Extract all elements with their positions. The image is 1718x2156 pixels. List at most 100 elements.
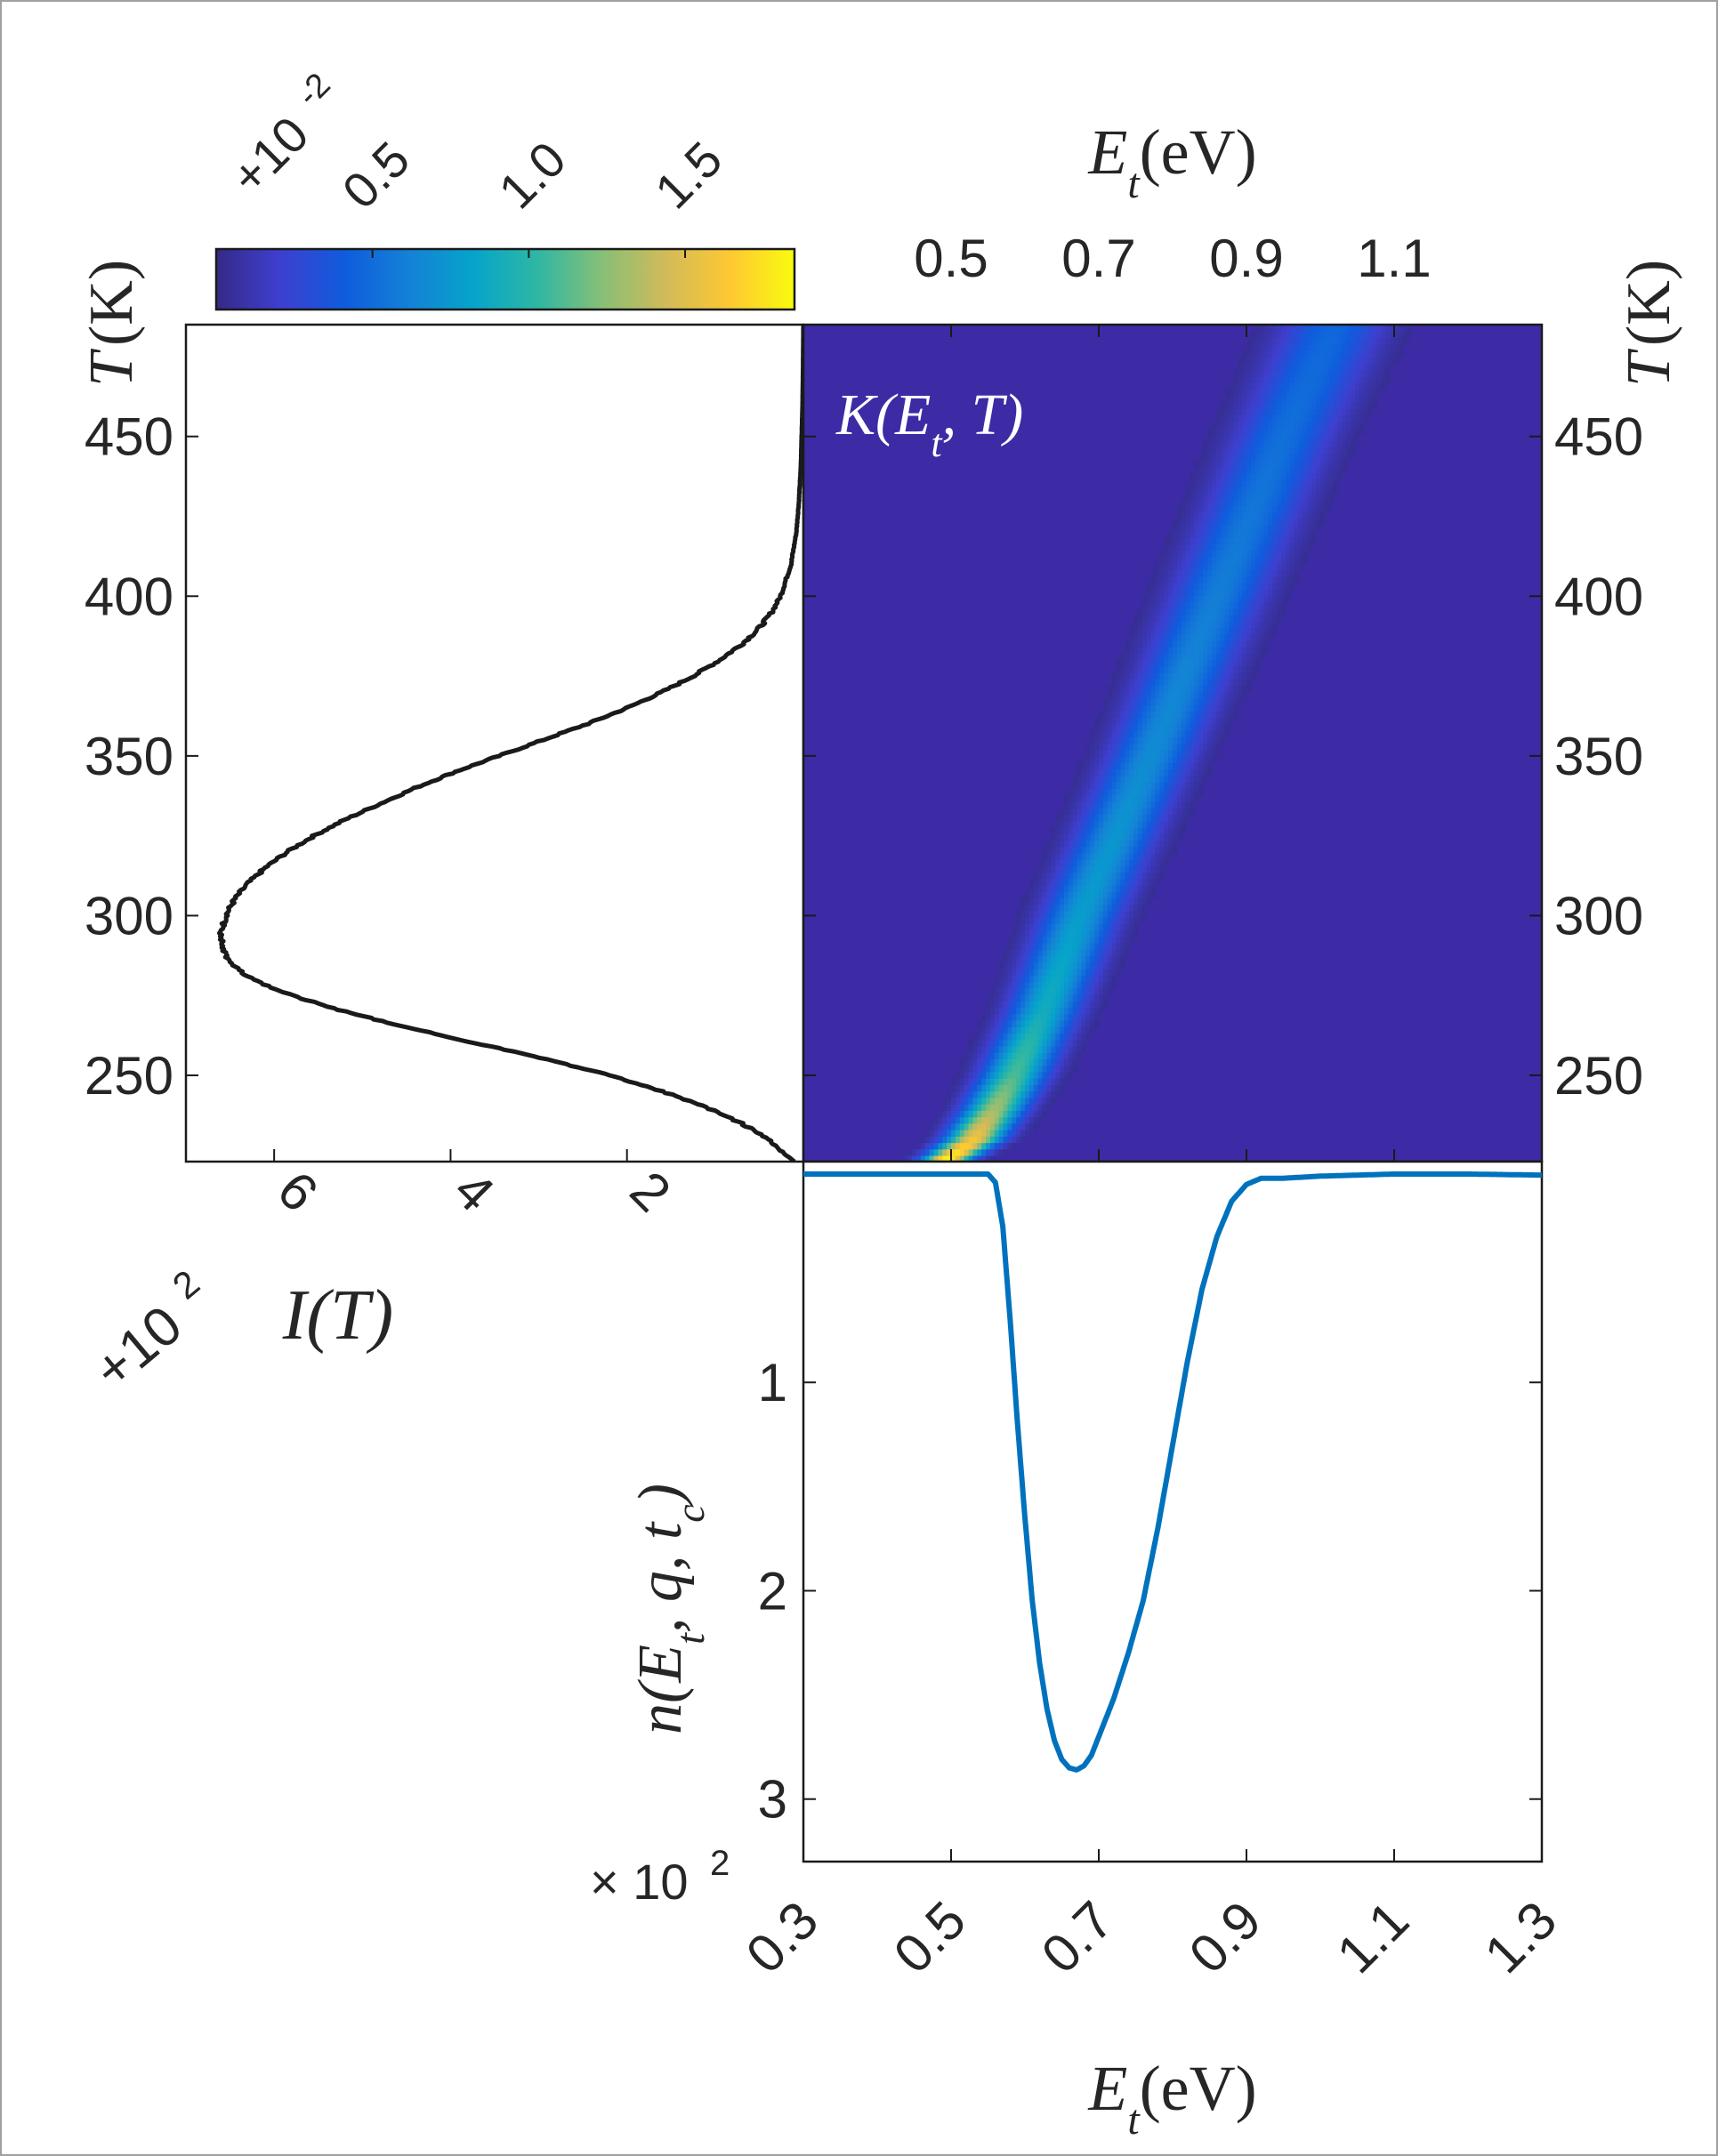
kernel-cell — [1333, 401, 1339, 409]
kernel-cell — [1259, 427, 1265, 435]
kernel-cell — [1016, 1129, 1021, 1137]
kernel-cell — [1254, 646, 1261, 654]
kernel-cell — [1102, 730, 1109, 738]
kernel-cell — [1194, 711, 1200, 719]
kernel-cell — [1233, 620, 1239, 629]
kernel-cell — [1263, 633, 1270, 641]
kernel-cell — [1042, 975, 1048, 983]
kernel-cell — [1351, 414, 1356, 422]
kernel-cell — [1125, 826, 1130, 834]
kernel-cell — [1068, 826, 1074, 834]
kernel-cell — [1272, 350, 1278, 358]
kernel-cell — [1159, 833, 1165, 841]
kernel-cell — [994, 1097, 1000, 1105]
kernel-cell — [1085, 865, 1092, 873]
kernel-cell — [1168, 582, 1174, 590]
kernel-cell — [1081, 910, 1087, 918]
kernel-cell — [1007, 1007, 1013, 1015]
kernel-cell — [1072, 794, 1078, 802]
kernel-cell — [1137, 910, 1143, 918]
kernel-cell — [1081, 840, 1087, 848]
kernel-cell — [1007, 942, 1013, 950]
kernel-cell — [1242, 640, 1247, 648]
kernel-cell — [1055, 820, 1061, 828]
kernel-cell — [1168, 569, 1174, 577]
kernel-cell — [1298, 556, 1304, 564]
kernel-cell — [1307, 382, 1313, 390]
kernel-cell — [1146, 775, 1152, 783]
kernel-cell — [1398, 331, 1404, 339]
kernel-cell — [1077, 1013, 1083, 1021]
kernel-cell — [1007, 1142, 1013, 1150]
kernel-cell — [1037, 884, 1044, 892]
kernel-cell — [1289, 460, 1295, 468]
kernel-cell — [1025, 1129, 1030, 1137]
kernel-cell — [1207, 653, 1213, 661]
kernel-cell — [1102, 936, 1109, 944]
kernel-cell — [1168, 723, 1174, 731]
kernel-cell — [1081, 878, 1087, 886]
kernel-cell — [1185, 755, 1191, 764]
kernel-cell — [951, 1084, 956, 1092]
kernel-cell — [1268, 620, 1274, 629]
kernel-cell — [1250, 614, 1256, 622]
kernel-cell — [989, 1039, 996, 1047]
kernel-cell — [1198, 518, 1204, 526]
kernel-cell — [1259, 408, 1265, 416]
kernel-cell — [1298, 414, 1304, 422]
kernel-cell — [1268, 524, 1274, 532]
kernel-cell — [1211, 524, 1217, 532]
kernel-cell — [1164, 575, 1169, 583]
kernel-cell — [1181, 640, 1187, 648]
kernel-cell — [1102, 910, 1109, 918]
kernel-cell — [1173, 723, 1178, 731]
kernel-cell — [1268, 485, 1274, 493]
kernel-cell — [1063, 994, 1069, 1002]
kernel-cell — [1203, 717, 1208, 725]
kernel-cell — [1324, 460, 1330, 468]
kernel-cell — [1233, 472, 1239, 480]
kernel-cell — [1242, 492, 1247, 500]
kernel-cell — [1016, 981, 1021, 989]
kernel-cell — [1025, 1116, 1030, 1124]
kernel-cell — [959, 1084, 965, 1092]
kernel-cell — [1250, 479, 1256, 487]
kernel-cell — [1207, 479, 1213, 487]
kernel-cell — [1185, 511, 1191, 519]
kernel-cell — [1207, 569, 1213, 577]
kernel-cell — [1238, 607, 1243, 615]
kernel-cell — [1277, 550, 1282, 558]
kernel-cell — [1155, 704, 1161, 712]
kernel-cell — [1051, 1013, 1056, 1021]
kernel-cell — [1168, 562, 1174, 570]
kernel-cell — [1254, 588, 1261, 596]
kernel-cell — [1185, 640, 1191, 648]
kernel-cell — [1242, 543, 1247, 551]
kernel-cell — [1176, 736, 1182, 744]
kernel-cell — [1220, 588, 1226, 596]
kernel-cell — [1289, 472, 1295, 480]
kernel-cell — [1146, 653, 1152, 661]
kernel-cell — [1159, 807, 1165, 815]
kernel-cell — [1176, 640, 1182, 648]
kernel-cell — [1164, 691, 1169, 699]
kernel-cell — [1203, 620, 1208, 629]
kernel-cell — [1298, 350, 1304, 358]
kernel-cell — [1289, 504, 1295, 512]
kernel-cell — [1190, 653, 1196, 661]
kernel-cell — [1272, 569, 1278, 577]
kernel-cell — [1250, 595, 1256, 603]
kernel-cell — [1077, 1039, 1083, 1047]
kernel-cell — [1090, 858, 1095, 866]
kernel-cell — [1242, 350, 1247, 358]
kernel-cell — [1007, 981, 1013, 989]
kernel-cell — [1068, 968, 1074, 976]
kernel-cell — [1246, 363, 1252, 371]
kernel-cell — [1346, 453, 1351, 461]
kernel-cell — [1077, 800, 1083, 808]
kernel-cell — [1320, 472, 1326, 480]
kernel-cell — [1141, 846, 1148, 854]
kernel-cell — [1333, 434, 1339, 442]
kernel-cell — [1146, 840, 1152, 848]
kernel-cell — [1259, 492, 1265, 500]
